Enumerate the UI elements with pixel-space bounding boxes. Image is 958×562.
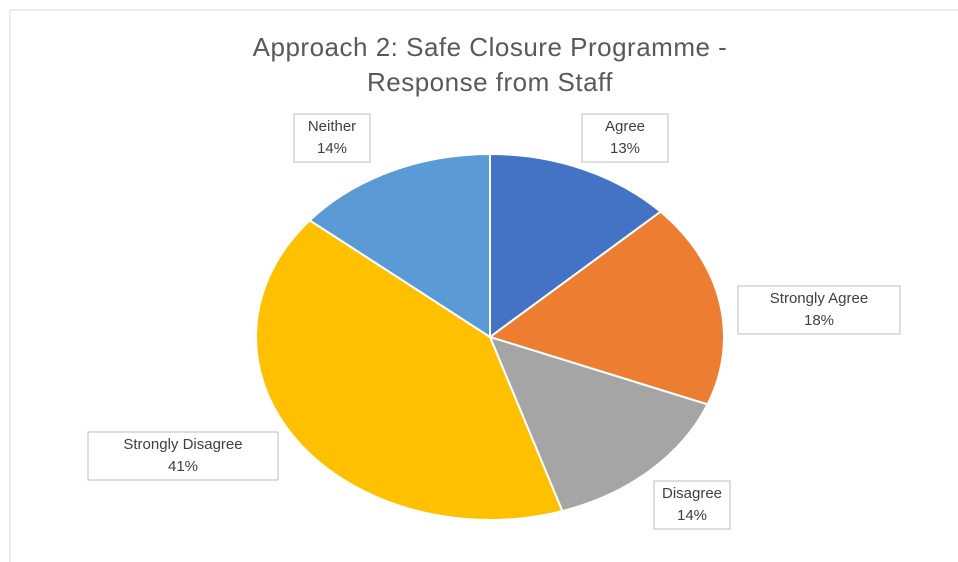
label-value: 14% [677, 507, 707, 524]
label-category: Agree [605, 118, 645, 135]
label-category: Strongly Disagree [123, 436, 242, 453]
pie-slice [255, 219, 564, 521]
label-value: 14% [317, 140, 347, 157]
label-category: Strongly Agree [770, 290, 868, 307]
label-box [653, 480, 731, 530]
label-category: Disagree [662, 485, 722, 502]
pie-slice [489, 152, 663, 339]
label-value: 13% [610, 140, 640, 157]
label-box [87, 431, 279, 481]
label-value: 41% [168, 458, 198, 475]
label-value: 18% [804, 312, 834, 329]
chart-title: Approach 2: Safe Closure Programme - Res… [252, 32, 728, 97]
pie-slice [487, 210, 725, 406]
label-box [737, 285, 901, 335]
label-box [581, 113, 669, 163]
label-box [293, 113, 371, 163]
label-category: Neither [308, 118, 356, 135]
pie-slice [308, 152, 491, 339]
